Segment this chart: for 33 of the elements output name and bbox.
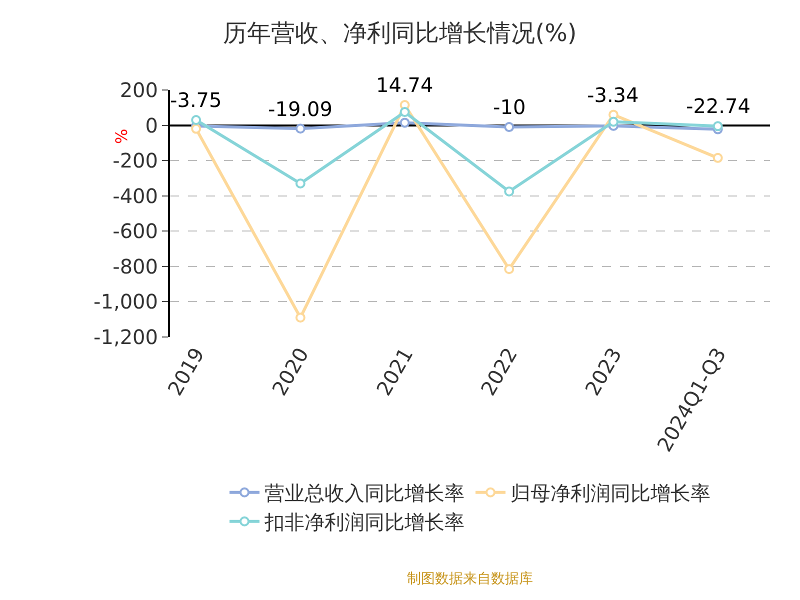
y-tick-label: -1,000 (94, 290, 158, 314)
y-tick-label: -200 (112, 148, 158, 173)
data-label: 14.74 (376, 73, 434, 97)
point (608, 116, 618, 127)
data-label: -3.34 (587, 83, 639, 107)
point (504, 122, 514, 132)
chart-title: 历年营收、净利同比增长情况(%) (223, 18, 577, 47)
legend-label: 扣非净利润同比增长率 (264, 510, 464, 534)
point (504, 264, 514, 274)
y-tick-label: 200 (120, 78, 158, 102)
data-label: -19.09 (268, 97, 332, 121)
y-tick-label: -800 (112, 254, 158, 278)
point (504, 186, 514, 196)
data-label: -22.74 (686, 94, 750, 118)
point (400, 107, 410, 118)
data-label: -10 (493, 95, 526, 119)
y-tick-label: -400 (112, 184, 158, 208)
point (712, 121, 723, 132)
point (295, 312, 306, 323)
legend-label: 归母净利润同比增长率 (510, 481, 710, 506)
y-tick-label: 0 (145, 113, 158, 138)
y-axis-title: % (112, 128, 131, 144)
y-tick-label: -1,200 (94, 325, 158, 349)
y-tick-label: -600 (112, 219, 158, 244)
data-label: -3.75 (170, 88, 222, 112)
point (295, 178, 306, 189)
point (712, 152, 723, 163)
point (191, 114, 202, 125)
legend-label: 营业总收入同比增长率 (264, 481, 464, 506)
point (191, 124, 202, 134)
point (295, 124, 306, 134)
text: 制图数据来自数据库 (407, 571, 533, 587)
point (400, 118, 410, 128)
